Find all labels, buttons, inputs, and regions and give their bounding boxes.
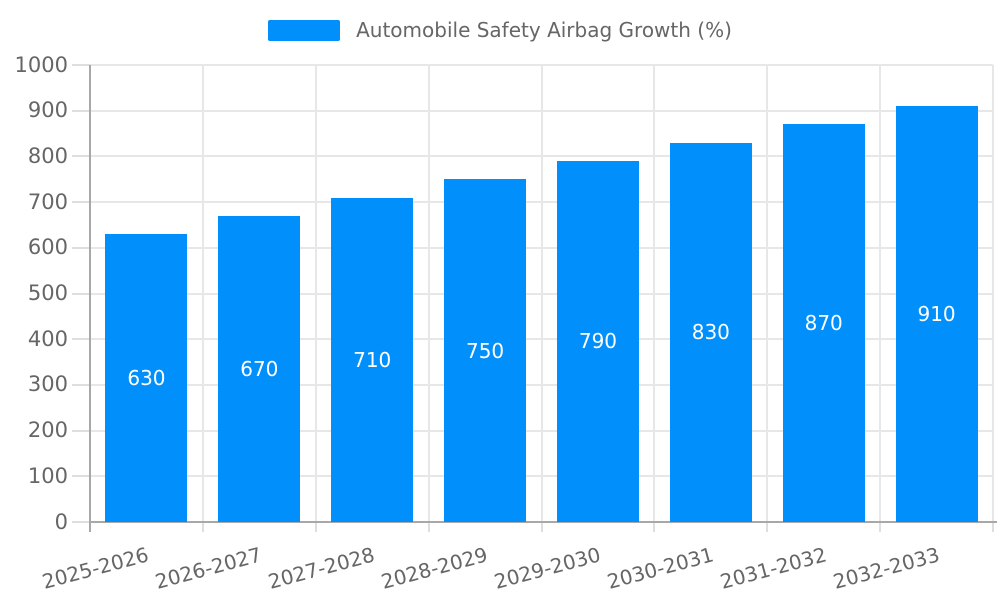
y-axis-tick (72, 155, 90, 158)
y-axis-tick (72, 246, 90, 249)
y-tick-label: 200 (27, 418, 68, 443)
bar[interactable] (895, 106, 978, 522)
y-tick-label: 400 (27, 326, 68, 351)
gridline-vertical (427, 65, 430, 522)
bar-value-label: 830 (691, 320, 730, 345)
bar[interactable] (782, 124, 865, 522)
legend-swatch-icon (268, 19, 341, 41)
x-category-label: 2026-2027 (152, 542, 265, 594)
bar[interactable] (556, 160, 639, 522)
bar-value-label: 870 (804, 311, 843, 336)
bar-value-label: 630 (127, 366, 166, 391)
gridline-vertical (766, 65, 769, 522)
x-axis-tick (314, 522, 317, 532)
x-category-label: 2025-2026 (40, 542, 152, 594)
bar[interactable] (331, 197, 414, 522)
x-category-label: 2027-2028 (265, 542, 378, 594)
y-axis-tick (72, 429, 90, 432)
bar-value-label: 910 (917, 302, 956, 327)
bar-value-label: 670 (240, 356, 279, 381)
y-tick-label: 300 (27, 372, 68, 397)
y-tick-label: 0 (54, 509, 68, 534)
y-tick-label: 600 (27, 235, 68, 260)
y-tick-label: 100 (27, 463, 68, 488)
bar[interactable] (105, 234, 188, 522)
y-tick-label: 800 (27, 143, 68, 168)
y-axis-line (89, 65, 91, 532)
chart-legend[interactable]: Automobile Safety Airbag Growth (%) (0, 18, 1000, 42)
y-tick-label: 700 (27, 189, 68, 214)
y-axis-tick (72, 292, 90, 295)
gridline-vertical (879, 65, 882, 522)
bar[interactable] (444, 179, 527, 522)
x-axis-tick (201, 522, 204, 532)
bar-value-label: 750 (465, 338, 505, 363)
x-category-label: 2030-2031 (604, 542, 716, 594)
x-axis-tick (427, 522, 430, 532)
y-axis-tick (72, 109, 90, 112)
bar-value-label: 710 (353, 347, 392, 372)
x-category-label: 2028-2029 (378, 542, 491, 594)
gridline-vertical (201, 65, 204, 522)
x-axis-tick (766, 522, 769, 532)
gridline-vertical (992, 65, 994, 522)
y-tick-label: 500 (27, 281, 68, 305)
y-axis-tick (72, 201, 90, 204)
bar-value-label: 790 (578, 329, 618, 354)
bar[interactable] (669, 142, 752, 522)
x-category-label: 2032-2033 (830, 542, 942, 594)
gridline-vertical (653, 65, 656, 522)
y-axis-tick (72, 338, 90, 341)
y-axis-tick (72, 383, 90, 386)
x-category-label: 2031-2032 (717, 542, 829, 594)
x-axis-tick (992, 522, 994, 532)
x-axis-tick (879, 522, 882, 532)
gridline-vertical (314, 65, 317, 522)
legend-label: Automobile Safety Airbag Growth (%) (356, 18, 732, 42)
y-tick-label: 1000 (14, 52, 68, 77)
y-axis-tick (72, 521, 90, 523)
x-axis-tick (540, 522, 543, 532)
y-axis-tick (72, 475, 90, 478)
gridline-vertical (540, 65, 543, 522)
x-axis-tick (653, 522, 656, 532)
y-axis-tick (72, 64, 90, 66)
x-category-label: 2029-2030 (491, 542, 604, 594)
bar[interactable] (218, 215, 301, 522)
y-tick-label: 900 (27, 98, 68, 123)
x-axis-line (89, 521, 997, 523)
